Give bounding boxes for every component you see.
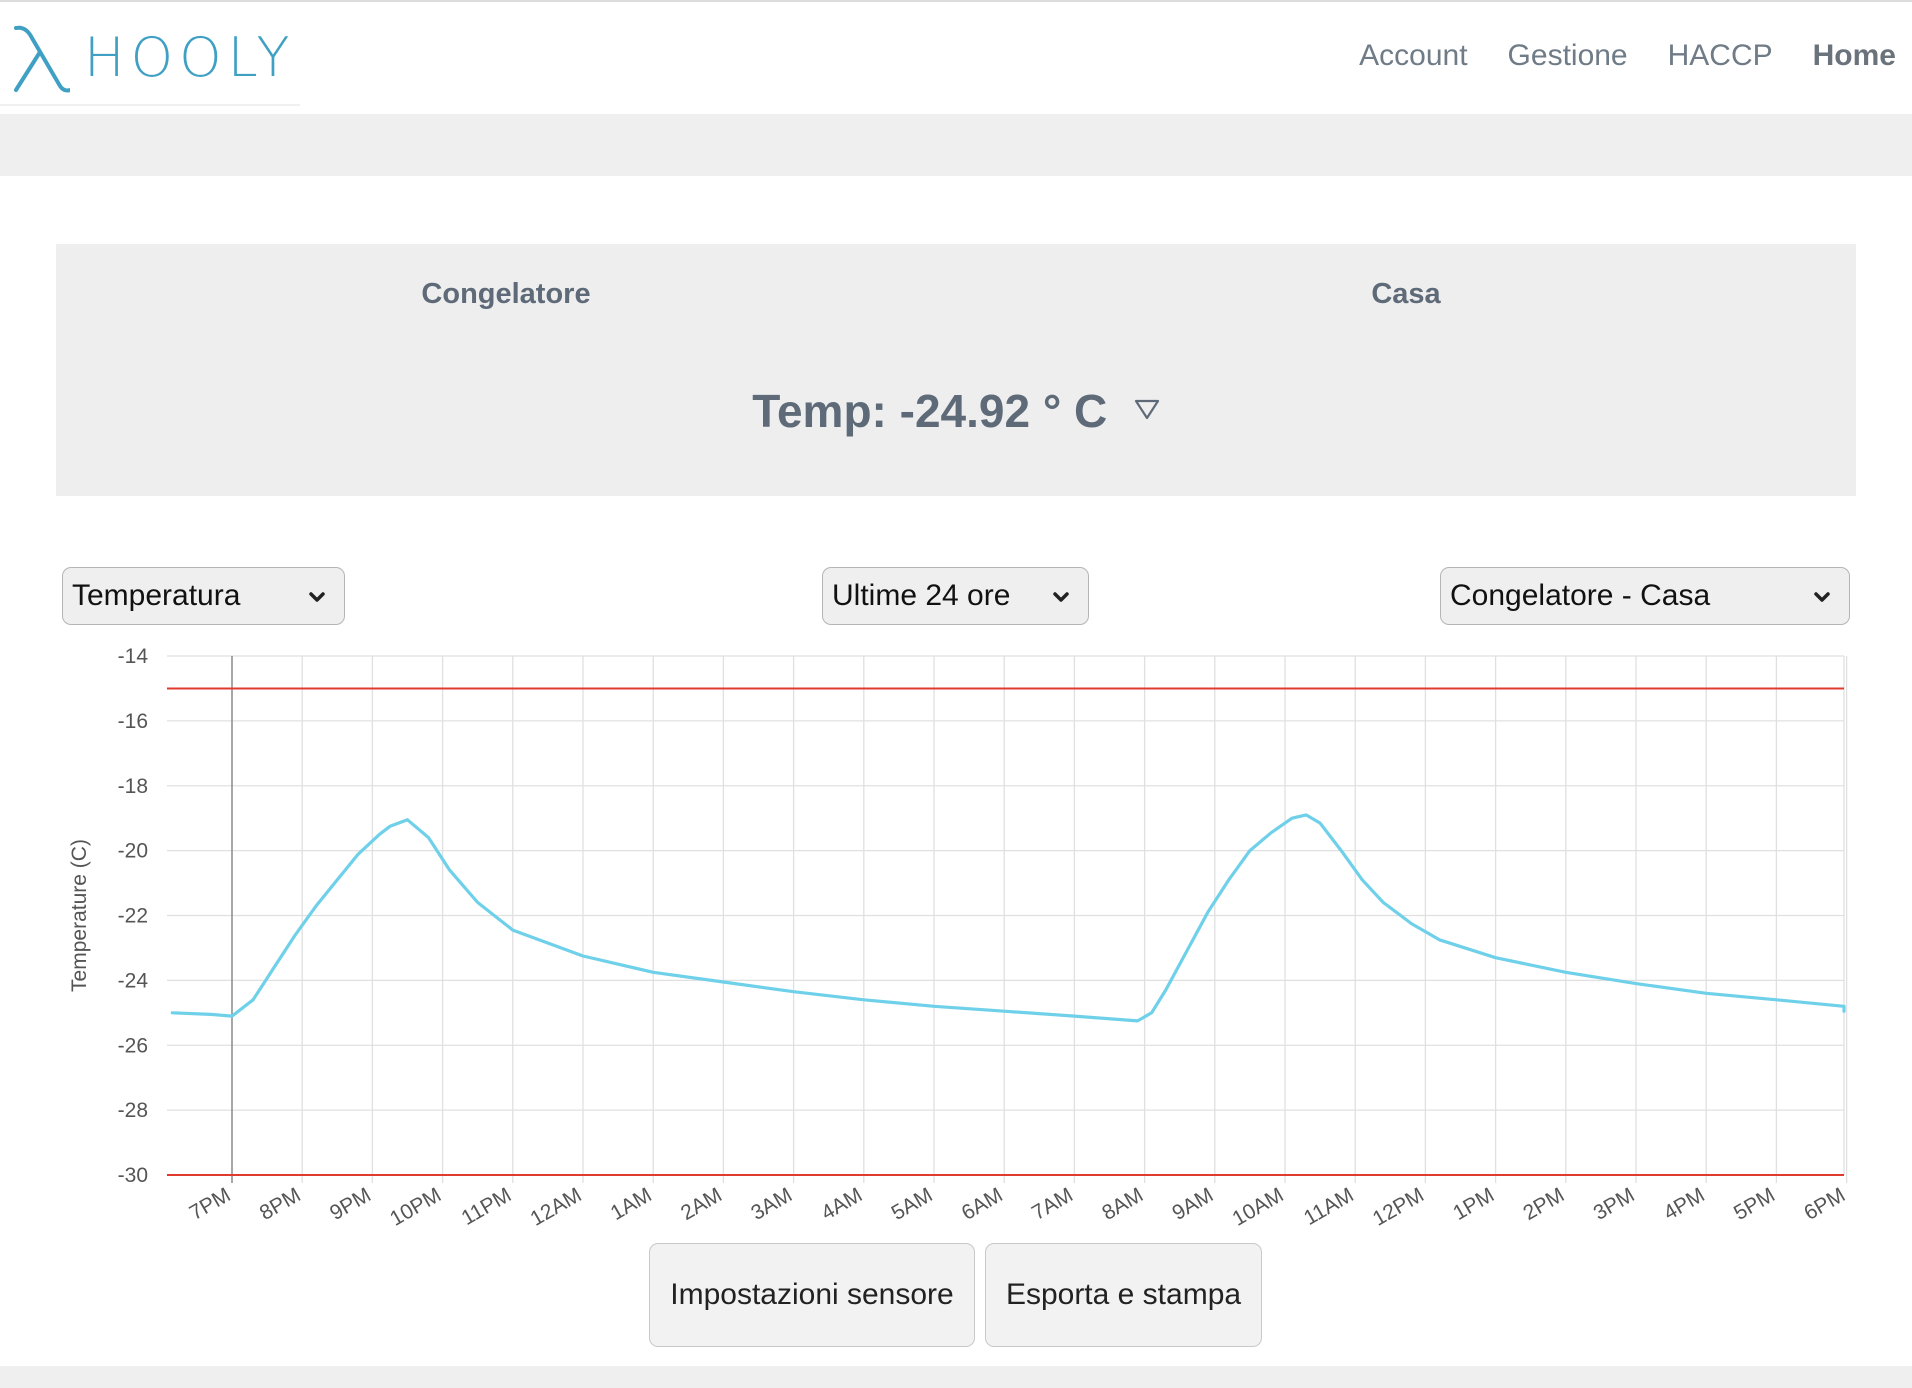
x-tick-label: 3PM [1590, 1183, 1639, 1225]
x-tick-label: 5AM [888, 1183, 937, 1225]
sensor-settings-button[interactable]: Impostazioni sensore [649, 1243, 975, 1347]
x-tick-label: 6PM [1800, 1183, 1849, 1225]
x-tick-label: 9AM [1168, 1183, 1217, 1225]
triangle-down-icon [1134, 395, 1160, 427]
y-tick-label: -30 [118, 1164, 148, 1187]
x-tick-label: 11PM [458, 1183, 516, 1230]
sensor-info-panel: Congelatore Casa Temp: -24.92 ° C [56, 244, 1856, 496]
chevron-down-icon [1053, 592, 1069, 602]
nav-haccp[interactable]: HACCP [1667, 39, 1773, 72]
nav-home[interactable]: Home [1812, 39, 1896, 72]
subheader-bar [0, 114, 1912, 176]
y-tick-label: -14 [118, 645, 149, 668]
hooly-logo[interactable]: HOOLY [10, 22, 296, 94]
x-tick-label: 6AM [958, 1183, 1007, 1225]
x-tick-label: 1PM [1449, 1183, 1498, 1225]
y-tick-label: -18 [118, 775, 148, 798]
metric-select-value: Temperatura [72, 579, 241, 612]
y-tick-label: -22 [118, 905, 148, 928]
x-tick-label: 7AM [1028, 1183, 1077, 1225]
sensor-location: Casa [1371, 278, 1441, 310]
top-border [0, 0, 1912, 2]
y-tick-label: -24 [118, 969, 149, 992]
logo-divider [0, 104, 300, 106]
sensor-name: Congelatore [421, 278, 591, 310]
x-tick-label: 12AM [526, 1183, 585, 1230]
x-tick-label: 2AM [677, 1183, 726, 1225]
y-tick-label: -28 [118, 1099, 148, 1122]
footer-bar [0, 1366, 1912, 1388]
x-tick-label: 10PM [386, 1183, 445, 1230]
nav-account[interactable]: Account [1359, 39, 1468, 72]
temperature-readout: Temp: -24.92 ° C [56, 384, 1856, 438]
x-tick-label: 12PM [1369, 1183, 1428, 1230]
chevron-down-icon [309, 592, 325, 602]
device-select[interactable]: Congelatore - Casa [1440, 567, 1850, 625]
chevron-down-icon [1814, 592, 1830, 602]
x-tick-label: 8AM [1098, 1183, 1147, 1225]
navbar: HOOLY Account Gestione HACCP Home [0, 2, 1912, 106]
temperature-chart[interactable]: -14 -16 -18 -20 -22 -24 -26 -28 -30 7PM 8PM 9PM 10PM… [0, 640, 1912, 1240]
export-print-button[interactable]: Esporta e stampa [985, 1243, 1262, 1347]
metric-select[interactable]: Temperatura [62, 567, 345, 625]
x-tick-label: 3AM [747, 1183, 796, 1225]
x-tick-label: 9PM [326, 1183, 375, 1225]
temperature-series-line [170, 813, 1846, 1023]
x-tick-label: 7PM [186, 1183, 235, 1225]
x-tick-label: 11AM [1300, 1183, 1358, 1230]
x-tick-label: 4AM [817, 1183, 866, 1225]
x-tick-label: 8PM [256, 1183, 305, 1225]
nav-gestione[interactable]: Gestione [1507, 39, 1628, 72]
x-tick-label: 2PM [1519, 1183, 1568, 1225]
x-tick-label: 4PM [1660, 1183, 1709, 1225]
y-axis-label: Temperature (C) [68, 839, 91, 992]
x-tick-label: 5PM [1730, 1183, 1779, 1225]
lambda-logo-icon [14, 25, 70, 93]
x-tick-label: 1AM [607, 1183, 656, 1225]
temperature-value: Temp: -24.92 ° C [752, 385, 1108, 437]
period-select[interactable]: Ultime 24 ore [822, 567, 1089, 625]
y-tick-label: -20 [118, 840, 148, 863]
device-select-value: Congelatore - Casa [1450, 579, 1711, 612]
y-tick-label: -16 [118, 710, 148, 733]
y-tick-label: -26 [118, 1034, 148, 1057]
logo-wordmark: HOOLY [84, 26, 296, 89]
x-tick-label: 10AM [1228, 1183, 1287, 1230]
main-nav: Account Gestione HACCP Home [1359, 30, 1896, 82]
period-select-value: Ultime 24 ore [832, 579, 1011, 612]
